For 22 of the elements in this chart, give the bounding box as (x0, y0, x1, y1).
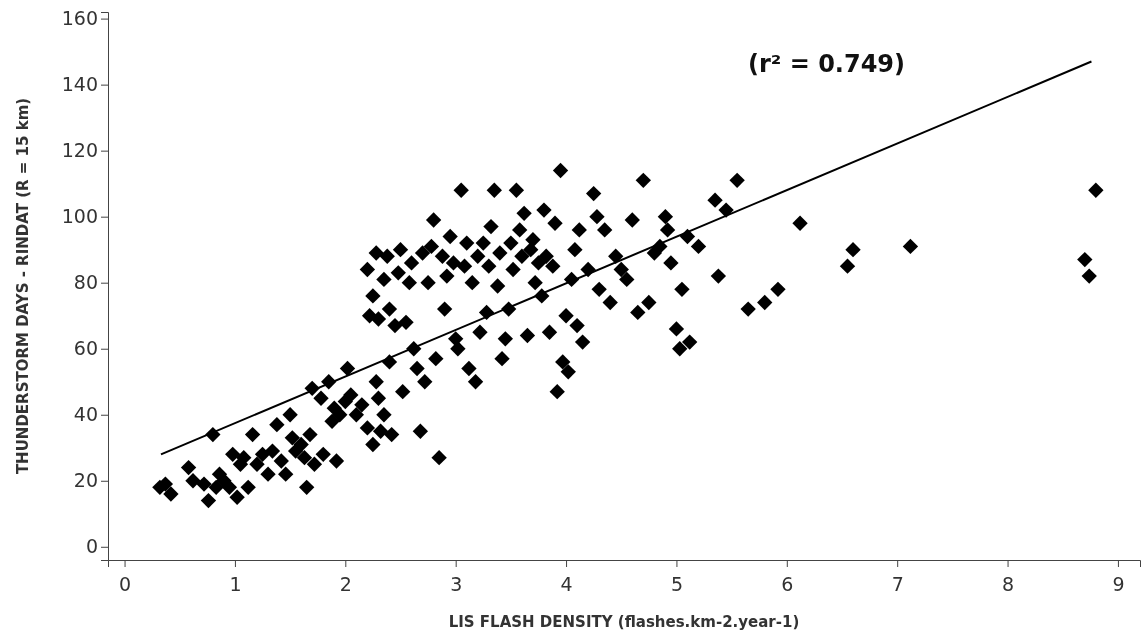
x-tick-label: 5 (670, 572, 683, 595)
x-tick-label: 7 (891, 572, 904, 595)
y-tick-label: 40 (73, 403, 98, 426)
y-axis-title: THUNDERSTORM DAYS - RINDAT (R = 15 km) (14, 97, 32, 475)
y-tick-label: 60 (73, 337, 98, 360)
x-tick-label: 4 (560, 572, 573, 595)
x-tick-label: 2 (339, 572, 352, 595)
y-tick-label: 0 (85, 535, 98, 558)
annotation: (r² = 0.749) (748, 50, 906, 78)
y-tick-label: 140 (61, 73, 98, 96)
y-tick-label: 160 (61, 7, 98, 30)
x-tick-label: 1 (229, 572, 242, 595)
x-tick-label: 9 (1112, 572, 1125, 595)
y-tick-label: 20 (73, 469, 98, 492)
x-tick-label: 3 (450, 572, 463, 595)
y-tick-label: 80 (73, 271, 98, 294)
x-axis-title: LIS FLASH DENSITY (flashes.km-2.year-1) (448, 613, 800, 631)
y-tick-label: 120 (61, 139, 98, 162)
y-tick-label: 100 (61, 205, 98, 228)
x-tick-label: 8 (1002, 572, 1015, 595)
x-tick-label: 0 (119, 572, 132, 595)
x-tick-label: 6 (781, 572, 794, 595)
